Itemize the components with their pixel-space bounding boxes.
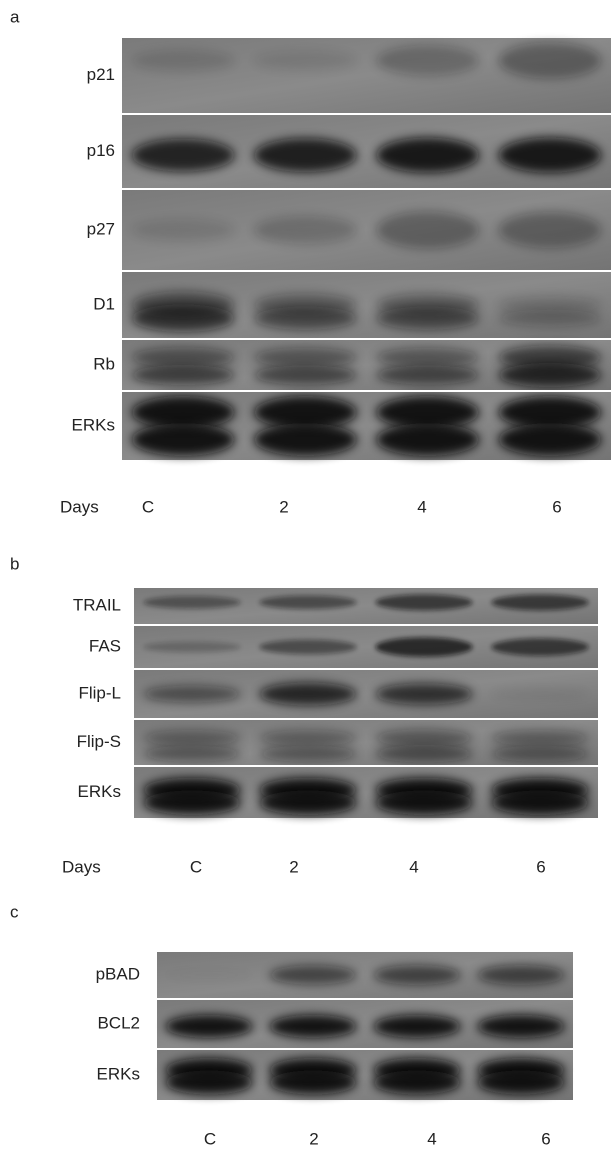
band [491, 638, 588, 655]
band [254, 138, 357, 172]
band [143, 596, 240, 609]
band [375, 683, 472, 705]
lane-label: 2 [289, 857, 298, 876]
band [132, 304, 235, 331]
band [165, 971, 252, 979]
band [269, 1071, 356, 1095]
band [491, 594, 588, 610]
figure: a p21 p16 p27 D1 Rb ERKs Days C 2 4 6 b TRAIL FAS Flip-… [0, 0, 611, 1168]
band [477, 1071, 564, 1095]
band [491, 746, 588, 762]
band [132, 365, 235, 385]
band [254, 423, 357, 456]
row-label: BCL2 [97, 1013, 140, 1032]
panel-label: c [10, 902, 19, 921]
band [259, 746, 356, 762]
band [373, 1071, 460, 1095]
band [165, 1015, 252, 1038]
row-label: ERKs [72, 415, 115, 434]
lane-label: 2 [279, 497, 288, 516]
band [477, 1015, 564, 1038]
band [259, 730, 356, 746]
band [143, 686, 240, 703]
band [143, 730, 240, 746]
band [269, 1015, 356, 1038]
band [373, 965, 460, 985]
band [254, 307, 357, 330]
lane-label: 4 [427, 1129, 436, 1148]
row-label: ERKs [78, 782, 121, 801]
band [132, 348, 235, 368]
band [376, 138, 479, 173]
page: a p21 p16 p27 D1 Rb ERKs Days C 2 4 6 b TRAIL FAS Flip-… [0, 0, 611, 1168]
row-label: Flip-L [78, 683, 121, 702]
band [132, 219, 235, 241]
band [376, 46, 479, 76]
lane-label: 4 [409, 857, 418, 876]
lane-label: 4 [417, 497, 426, 516]
band [376, 365, 479, 384]
axis-label: Days [60, 497, 99, 516]
row-label: p16 [87, 141, 115, 160]
band [254, 348, 357, 367]
band [132, 423, 235, 456]
band [254, 51, 357, 70]
band [143, 642, 240, 653]
lane-label: 2 [309, 1129, 318, 1148]
band [143, 790, 240, 814]
band [165, 1071, 252, 1095]
band [375, 745, 472, 762]
band [491, 689, 588, 698]
band [499, 43, 602, 79]
band [499, 310, 602, 327]
lane-label: C [204, 1129, 216, 1148]
band [254, 216, 357, 244]
row-label: ERKs [97, 1064, 140, 1083]
band [373, 1015, 460, 1038]
band [499, 138, 602, 173]
band [259, 682, 356, 705]
band [491, 790, 588, 814]
band [376, 211, 479, 248]
panel-label: b [10, 554, 19, 573]
band [254, 365, 357, 384]
lane-label: C [142, 497, 154, 516]
row-label: D1 [93, 294, 115, 313]
lane-label: 6 [541, 1129, 550, 1148]
band [375, 594, 472, 610]
band [132, 50, 235, 72]
band [376, 423, 479, 456]
row-label: p27 [87, 219, 115, 238]
band [375, 729, 472, 746]
band [376, 348, 479, 367]
band [499, 363, 602, 387]
band [132, 139, 235, 172]
row-label: Rb [93, 354, 115, 373]
band [477, 965, 564, 985]
row-label: FAS [89, 636, 121, 655]
band [499, 423, 602, 456]
row-label: TRAIL [73, 595, 121, 614]
row-label: Flip-S [77, 732, 121, 751]
row-label: p21 [87, 65, 115, 84]
band [499, 212, 602, 248]
lane-label: C [190, 857, 202, 876]
band [376, 307, 479, 330]
panel-label: a [10, 7, 20, 26]
lane-label: 6 [536, 857, 545, 876]
band [259, 640, 356, 655]
band [259, 790, 356, 814]
lane-label: 6 [552, 497, 561, 516]
band [259, 595, 356, 609]
band [375, 637, 472, 656]
band [491, 730, 588, 746]
band [269, 965, 356, 984]
band [375, 790, 472, 814]
row-label: pBAD [96, 964, 140, 983]
band [143, 746, 240, 762]
axis-label: Days [62, 857, 101, 876]
